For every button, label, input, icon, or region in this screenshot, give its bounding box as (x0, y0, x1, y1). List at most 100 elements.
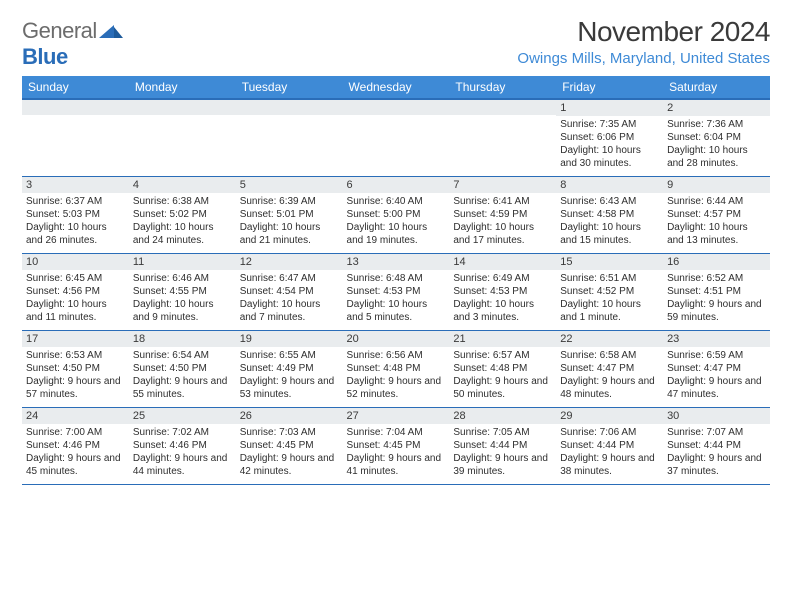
logo-text: GeneralBlue (22, 18, 125, 70)
day-info: Sunrise: 6:48 AMSunset: 4:53 PMDaylight:… (343, 270, 450, 330)
sunset-line: Sunset: 4:46 PM (133, 439, 232, 452)
daylight-line: Daylight: 9 hours and 42 minutes. (240, 452, 339, 478)
day-number: 26 (236, 408, 343, 424)
location: Owings Mills, Maryland, United States (517, 50, 770, 67)
daylight-line: Daylight: 9 hours and 38 minutes. (560, 452, 659, 478)
day-info: Sunrise: 6:56 AMSunset: 4:48 PMDaylight:… (343, 347, 450, 407)
day-cell: 9Sunrise: 6:44 AMSunset: 4:57 PMDaylight… (663, 177, 770, 254)
day-info: Sunrise: 6:57 AMSunset: 4:48 PMDaylight:… (449, 347, 556, 407)
sunset-line: Sunset: 4:49 PM (240, 362, 339, 375)
day-cell: 6Sunrise: 6:40 AMSunset: 5:00 PMDaylight… (343, 177, 450, 254)
sunset-line: Sunset: 4:44 PM (667, 439, 766, 452)
dayhdr-mon: Monday (129, 76, 236, 99)
day-cell (449, 99, 556, 177)
sunset-line: Sunset: 4:44 PM (453, 439, 552, 452)
header: GeneralBlue November 2024 Owings Mills, … (22, 16, 770, 70)
day-cell (129, 99, 236, 177)
daylight-line: Daylight: 10 hours and 11 minutes. (26, 298, 125, 324)
day-number (449, 100, 556, 115)
daylight-line: Daylight: 9 hours and 45 minutes. (26, 452, 125, 478)
day-number: 14 (449, 254, 556, 270)
daylight-line: Daylight: 10 hours and 15 minutes. (560, 221, 659, 247)
calendar-page: GeneralBlue November 2024 Owings Mills, … (0, 0, 792, 495)
day-cell: 10Sunrise: 6:45 AMSunset: 4:56 PMDayligh… (22, 254, 129, 331)
day-info: Sunrise: 6:52 AMSunset: 4:51 PMDaylight:… (663, 270, 770, 330)
daylight-line: Daylight: 9 hours and 50 minutes. (453, 375, 552, 401)
daylight-line: Daylight: 9 hours and 44 minutes. (133, 452, 232, 478)
day-number: 8 (556, 177, 663, 193)
sunrise-line: Sunrise: 6:53 AM (26, 349, 125, 362)
day-number: 5 (236, 177, 343, 193)
day-number: 18 (129, 331, 236, 347)
day-number: 20 (343, 331, 450, 347)
daylight-line: Daylight: 9 hours and 48 minutes. (560, 375, 659, 401)
daylight-line: Daylight: 10 hours and 1 minute. (560, 298, 659, 324)
day-number: 7 (449, 177, 556, 193)
month-title: November 2024 (517, 16, 770, 48)
day-number: 9 (663, 177, 770, 193)
daylight-line: Daylight: 9 hours and 37 minutes. (667, 452, 766, 478)
logo-mark-icon (99, 18, 125, 44)
sunset-line: Sunset: 4:47 PM (667, 362, 766, 375)
sunset-line: Sunset: 4:58 PM (560, 208, 659, 221)
day-number: 24 (22, 408, 129, 424)
sunrise-line: Sunrise: 7:00 AM (26, 426, 125, 439)
sunrise-line: Sunrise: 6:39 AM (240, 195, 339, 208)
sunset-line: Sunset: 4:55 PM (133, 285, 232, 298)
day-info: Sunrise: 7:02 AMSunset: 4:46 PMDaylight:… (129, 424, 236, 484)
day-cell (22, 99, 129, 177)
day-number: 6 (343, 177, 450, 193)
day-info: Sunrise: 6:43 AMSunset: 4:58 PMDaylight:… (556, 193, 663, 253)
day-cell: 14Sunrise: 6:49 AMSunset: 4:53 PMDayligh… (449, 254, 556, 331)
sunset-line: Sunset: 4:47 PM (560, 362, 659, 375)
sunset-line: Sunset: 4:50 PM (133, 362, 232, 375)
daylight-line: Daylight: 9 hours and 53 minutes. (240, 375, 339, 401)
sunset-line: Sunset: 4:54 PM (240, 285, 339, 298)
logo-part1: General (22, 18, 97, 43)
day-number: 29 (556, 408, 663, 424)
daylight-line: Daylight: 9 hours and 47 minutes. (667, 375, 766, 401)
day-info: Sunrise: 6:38 AMSunset: 5:02 PMDaylight:… (129, 193, 236, 253)
day-cell: 25Sunrise: 7:02 AMSunset: 4:46 PMDayligh… (129, 408, 236, 485)
daylight-line: Daylight: 9 hours and 59 minutes. (667, 298, 766, 324)
day-number: 23 (663, 331, 770, 347)
day-cell: 1Sunrise: 7:35 AMSunset: 6:06 PMDaylight… (556, 99, 663, 177)
day-number: 16 (663, 254, 770, 270)
day-info (343, 115, 450, 171)
day-number (343, 100, 450, 115)
day-info: Sunrise: 6:51 AMSunset: 4:52 PMDaylight:… (556, 270, 663, 330)
day-info: Sunrise: 6:40 AMSunset: 5:00 PMDaylight:… (343, 193, 450, 253)
day-info: Sunrise: 7:35 AMSunset: 6:06 PMDaylight:… (556, 116, 663, 176)
sunset-line: Sunset: 5:00 PM (347, 208, 446, 221)
daylight-line: Daylight: 9 hours and 57 minutes. (26, 375, 125, 401)
sunrise-line: Sunrise: 6:41 AM (453, 195, 552, 208)
day-info: Sunrise: 7:00 AMSunset: 4:46 PMDaylight:… (22, 424, 129, 484)
day-info: Sunrise: 7:06 AMSunset: 4:44 PMDaylight:… (556, 424, 663, 484)
day-cell: 21Sunrise: 6:57 AMSunset: 4:48 PMDayligh… (449, 331, 556, 408)
sunrise-line: Sunrise: 6:59 AM (667, 349, 766, 362)
daylight-line: Daylight: 10 hours and 13 minutes. (667, 221, 766, 247)
day-number: 22 (556, 331, 663, 347)
sunrise-line: Sunrise: 6:52 AM (667, 272, 766, 285)
calendar-table: Sunday Monday Tuesday Wednesday Thursday… (22, 76, 770, 485)
dayhdr-sat: Saturday (663, 76, 770, 99)
week-row: 10Sunrise: 6:45 AMSunset: 4:56 PMDayligh… (22, 254, 770, 331)
day-cell (343, 99, 450, 177)
day-cell: 22Sunrise: 6:58 AMSunset: 4:47 PMDayligh… (556, 331, 663, 408)
sunrise-line: Sunrise: 6:46 AM (133, 272, 232, 285)
day-header-row: Sunday Monday Tuesday Wednesday Thursday… (22, 76, 770, 99)
week-row: 17 Sunrise: 6:53 AM Sunset: 4:50 PM Dayligh… (22, 331, 770, 408)
sunset-line: Sunset: 4:48 PM (347, 362, 446, 375)
daylight-line: Daylight: 10 hours and 17 minutes. (453, 221, 552, 247)
day-cell: 15Sunrise: 6:51 AMSunset: 4:52 PMDayligh… (556, 254, 663, 331)
sunset-line: Sunset: 4:56 PM (26, 285, 125, 298)
dayhdr-tue: Tuesday (236, 76, 343, 99)
sunrise-line: Sunrise: 6:48 AM (347, 272, 446, 285)
sunrise-line: Sunrise: 7:02 AM (133, 426, 232, 439)
sunset-line: Sunset: 5:03 PM (26, 208, 125, 221)
week-row: 1Sunrise: 7:35 AMSunset: 6:06 PMDaylight… (22, 99, 770, 177)
sunset-line: Sunset: 4:53 PM (347, 285, 446, 298)
sunrise-line: Sunrise: 6:51 AM (560, 272, 659, 285)
day-number: 17 (22, 331, 129, 347)
sunset-line: Sunset: 6:04 PM (667, 131, 766, 144)
